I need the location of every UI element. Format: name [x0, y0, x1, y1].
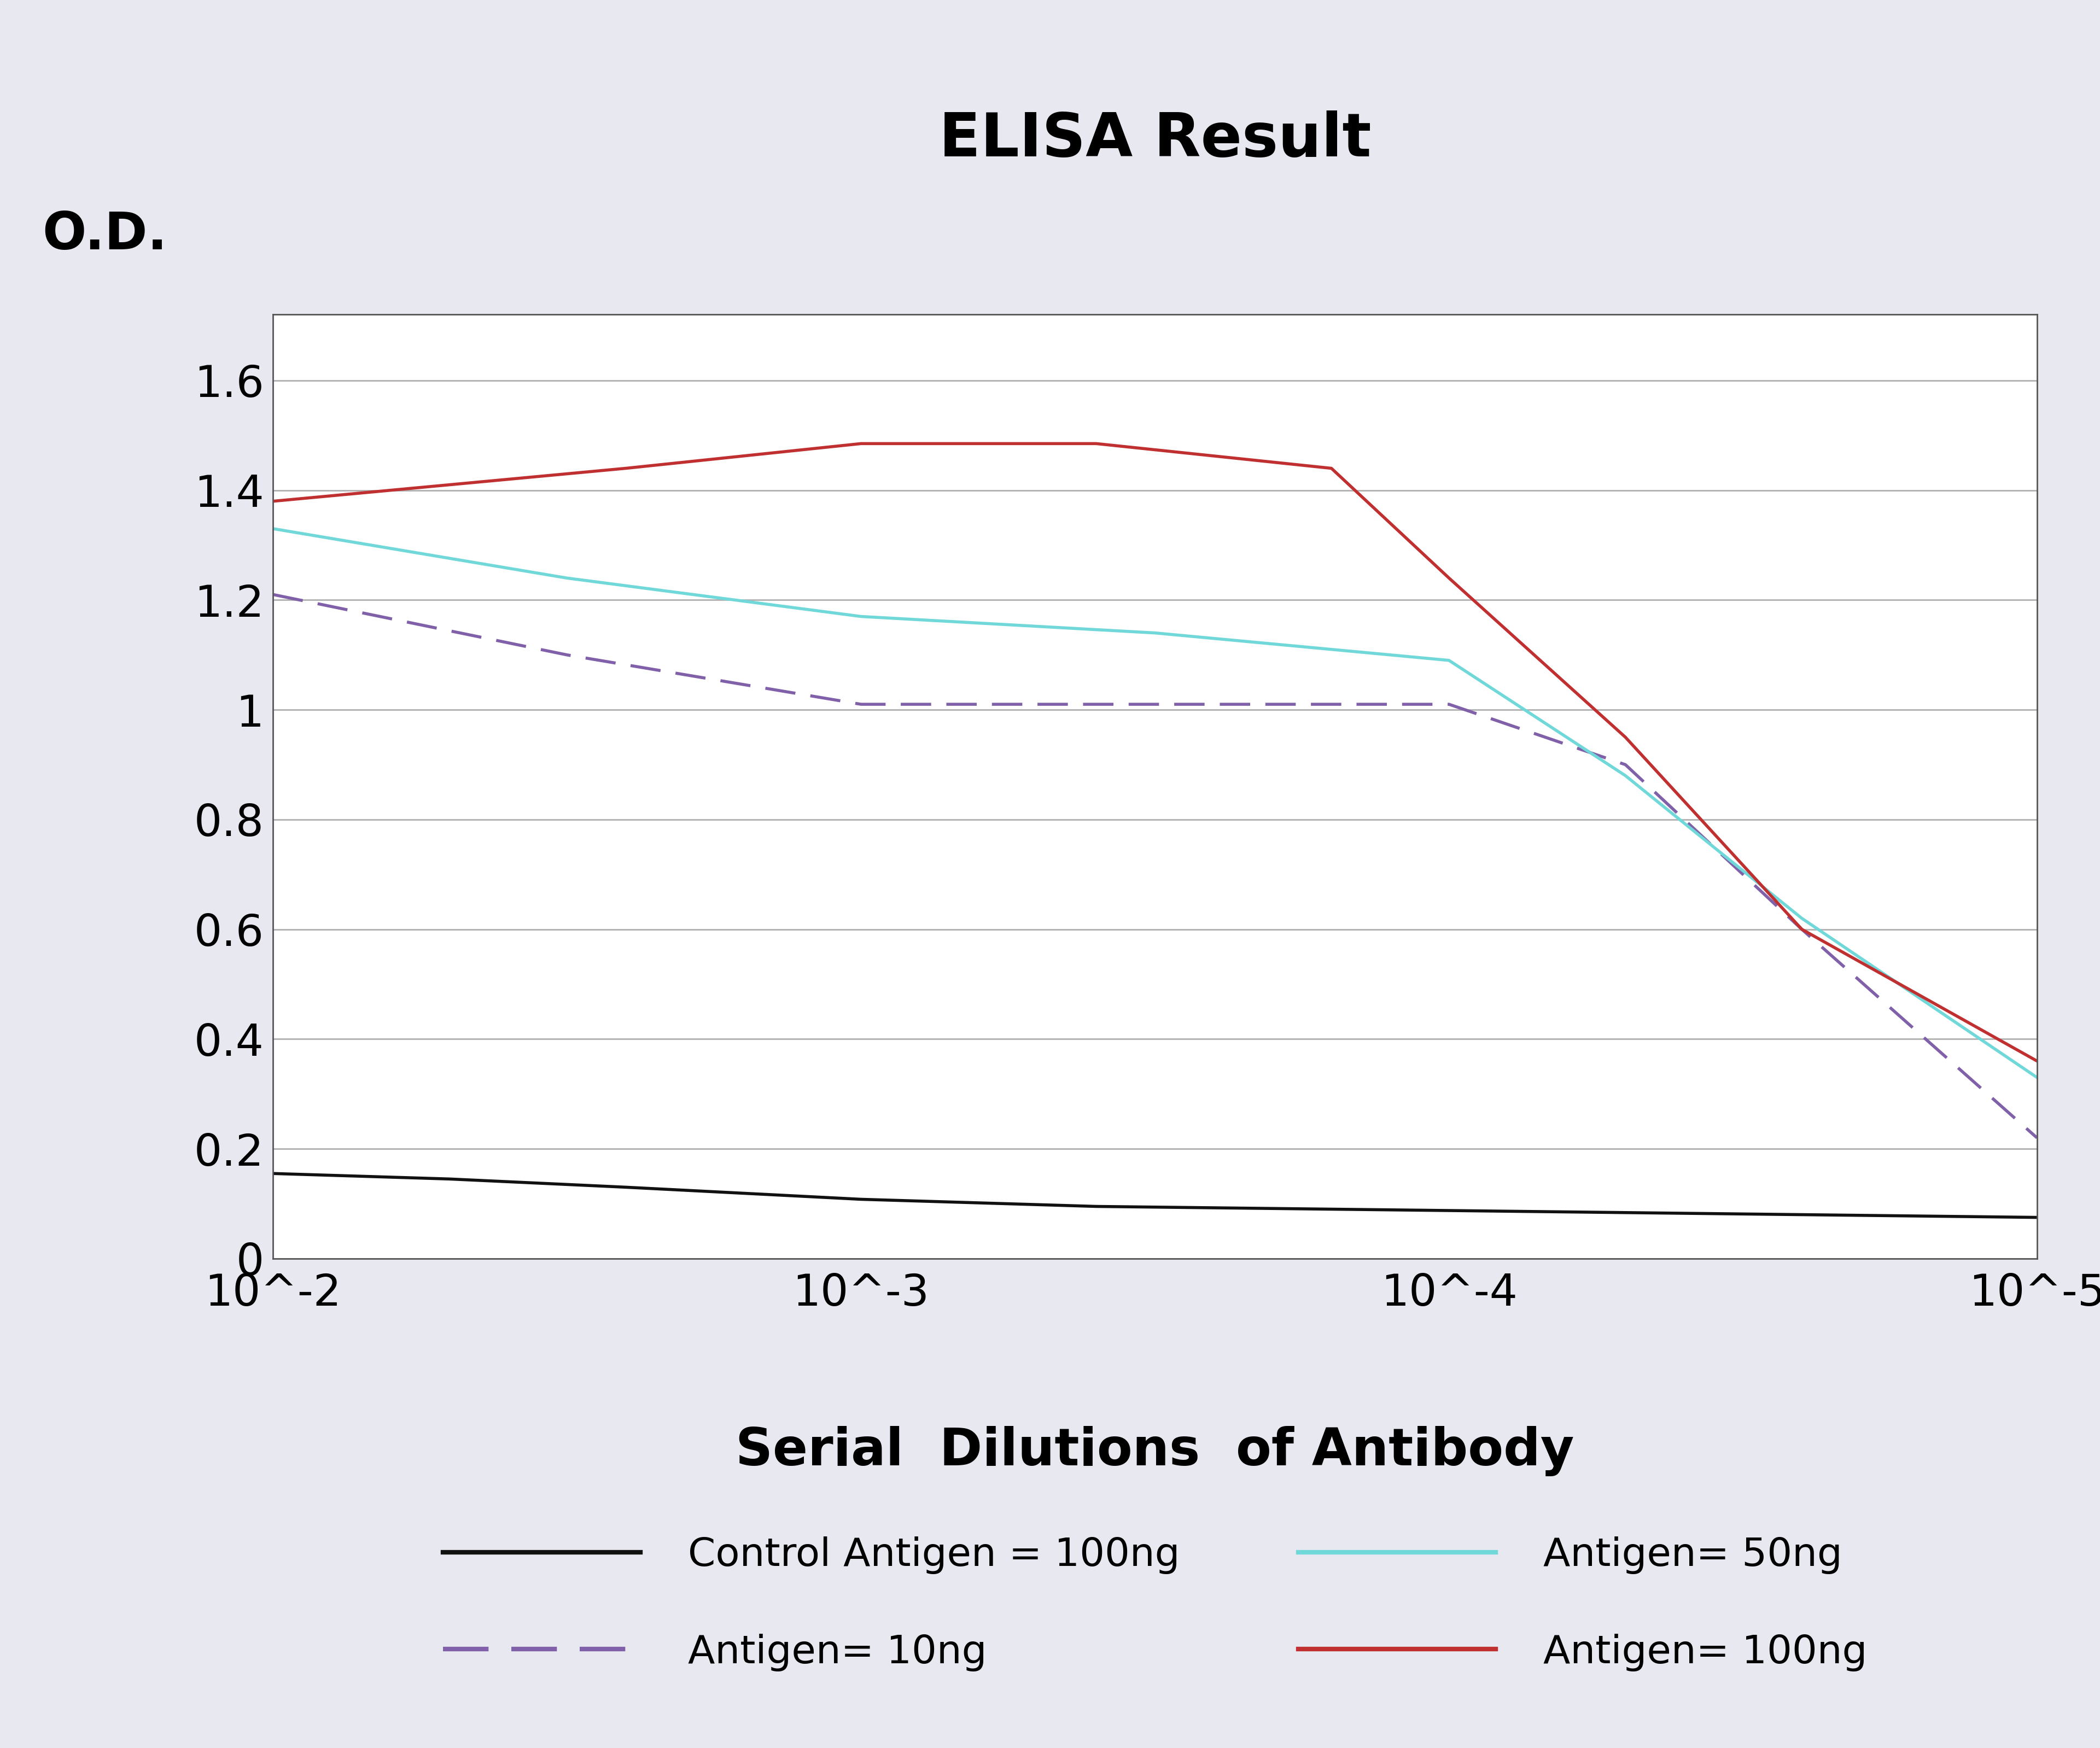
Text: Serial  Dilutions  of Antibody: Serial Dilutions of Antibody [735, 1426, 1575, 1475]
Text: O.D.: O.D. [42, 210, 168, 260]
Legend: Control Antigen = 100ng, Antigen= 10ng, Antigen= 50ng, Antigen= 100ng: Control Antigen = 100ng, Antigen= 10ng, … [403, 1496, 1907, 1711]
Text: ELISA Result: ELISA Result [939, 110, 1371, 170]
